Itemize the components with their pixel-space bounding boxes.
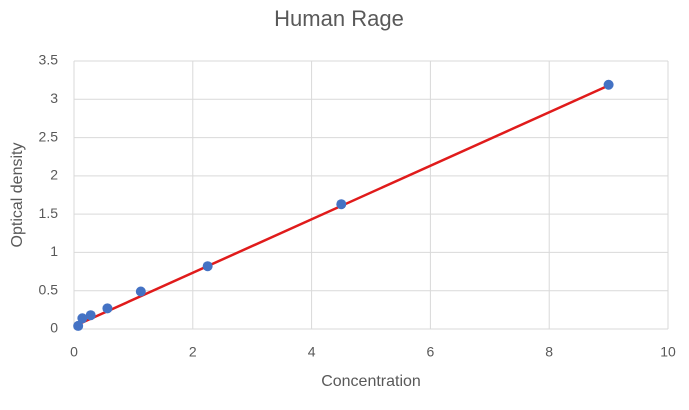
data-point — [102, 303, 113, 314]
y-tick-label: 3 — [50, 90, 58, 106]
data-point — [336, 199, 347, 210]
x-tick-label: 2 — [189, 344, 197, 360]
y-tick-label: 2 — [50, 167, 58, 183]
x-tick-label: 0 — [70, 344, 78, 360]
data-point — [85, 310, 96, 321]
y-tick-label: 0.5 — [39, 281, 59, 297]
data-point — [77, 313, 88, 324]
y-axis-label: Optical density — [9, 143, 26, 248]
y-tick-label: 1.5 — [39, 205, 59, 221]
x-tick-label: 10 — [660, 344, 676, 360]
y-tick-label: 0 — [50, 320, 58, 336]
data-point — [202, 261, 213, 272]
y-tick-label: 3.5 — [39, 52, 59, 68]
data-point — [603, 79, 614, 90]
x-axis-label: Concentration — [321, 373, 421, 390]
y-tick-label: 2.5 — [39, 128, 59, 144]
x-tick-label: 4 — [308, 344, 316, 360]
chart-title: Human Rage — [274, 6, 404, 31]
y-tick-label: 1 — [50, 243, 58, 259]
x-tick-label: 8 — [545, 344, 553, 360]
x-tick-label: 6 — [427, 344, 435, 360]
data-point — [135, 286, 146, 297]
data-point — [73, 320, 84, 331]
